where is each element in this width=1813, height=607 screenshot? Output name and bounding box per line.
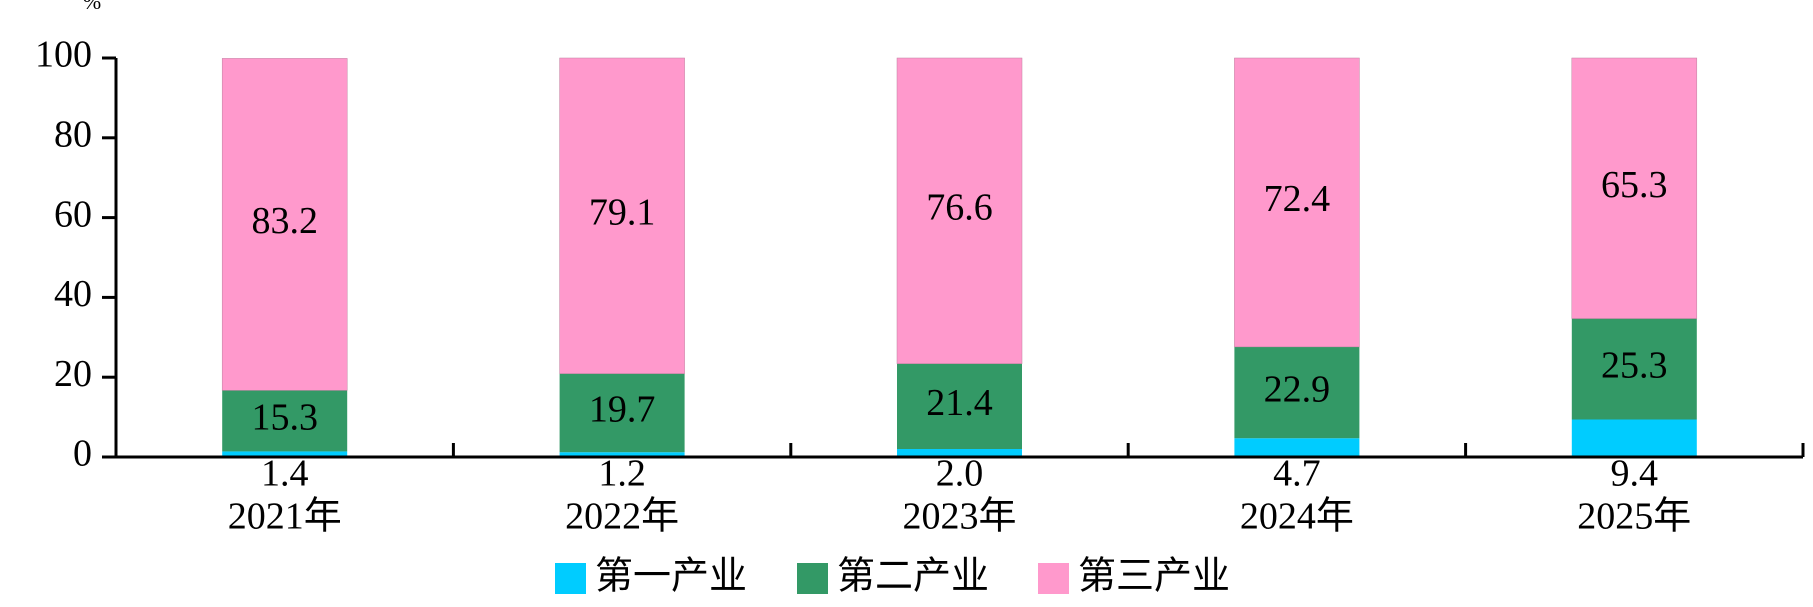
legend-swatch xyxy=(555,563,586,594)
bar-segment xyxy=(1234,438,1360,457)
value-label: 22.9 xyxy=(1264,368,1331,410)
x-tick-label: 2022年 xyxy=(565,496,679,538)
bar-segment xyxy=(1571,57,1698,319)
value-label: 1.4 xyxy=(261,453,309,495)
value-label: 1.2 xyxy=(598,453,646,495)
y-tick-label: 0 xyxy=(73,433,92,475)
value-label: 4.7 xyxy=(1273,453,1321,495)
bar-segment xyxy=(1234,57,1360,348)
unit-label: % xyxy=(83,0,101,14)
value-label: 21.4 xyxy=(926,382,993,424)
bar-segment xyxy=(896,57,1023,364)
y-tick-label: 40 xyxy=(54,273,92,315)
value-label: 9.4 xyxy=(1611,453,1659,495)
value-label: 15.3 xyxy=(251,397,318,439)
legend-swatch xyxy=(797,563,828,594)
y-tick-label: 60 xyxy=(54,193,92,235)
y-tick-label: 100 xyxy=(35,34,92,76)
bar-segment xyxy=(559,452,685,457)
legend-label: 第二产业 xyxy=(837,556,989,598)
x-tick-label: 2021年 xyxy=(228,496,342,538)
bar-segment xyxy=(897,363,1022,450)
legend-swatch xyxy=(1038,563,1069,594)
bar-segment xyxy=(222,451,348,457)
bar-segment xyxy=(897,449,1022,457)
y-tick-label: 20 xyxy=(54,353,92,395)
bar-segment xyxy=(1234,346,1360,439)
legend-label: 第三产业 xyxy=(1078,556,1230,598)
bar-segment xyxy=(221,58,348,391)
legend-label: 第一产业 xyxy=(595,556,747,598)
bar-segment xyxy=(1571,419,1697,457)
value-label: 76.6 xyxy=(926,187,993,229)
value-label: 79.1 xyxy=(589,192,656,234)
bar-segment xyxy=(559,57,685,374)
bar-segment xyxy=(222,390,348,452)
value-label: 25.3 xyxy=(1601,345,1668,387)
value-label: 65.3 xyxy=(1601,164,1668,206)
value-label: 2.0 xyxy=(936,453,984,495)
x-tick-label: 2023年 xyxy=(902,496,1016,538)
value-label: 72.4 xyxy=(1264,178,1331,220)
x-tick-label: 2024年 xyxy=(1240,496,1354,538)
value-label: 83.2 xyxy=(251,200,318,242)
bar-segment xyxy=(559,373,685,453)
value-label: 19.7 xyxy=(589,389,656,431)
y-tick-label: 80 xyxy=(54,114,92,156)
x-tick-label: 2025年 xyxy=(1577,496,1691,538)
bar-segment xyxy=(1571,318,1697,420)
